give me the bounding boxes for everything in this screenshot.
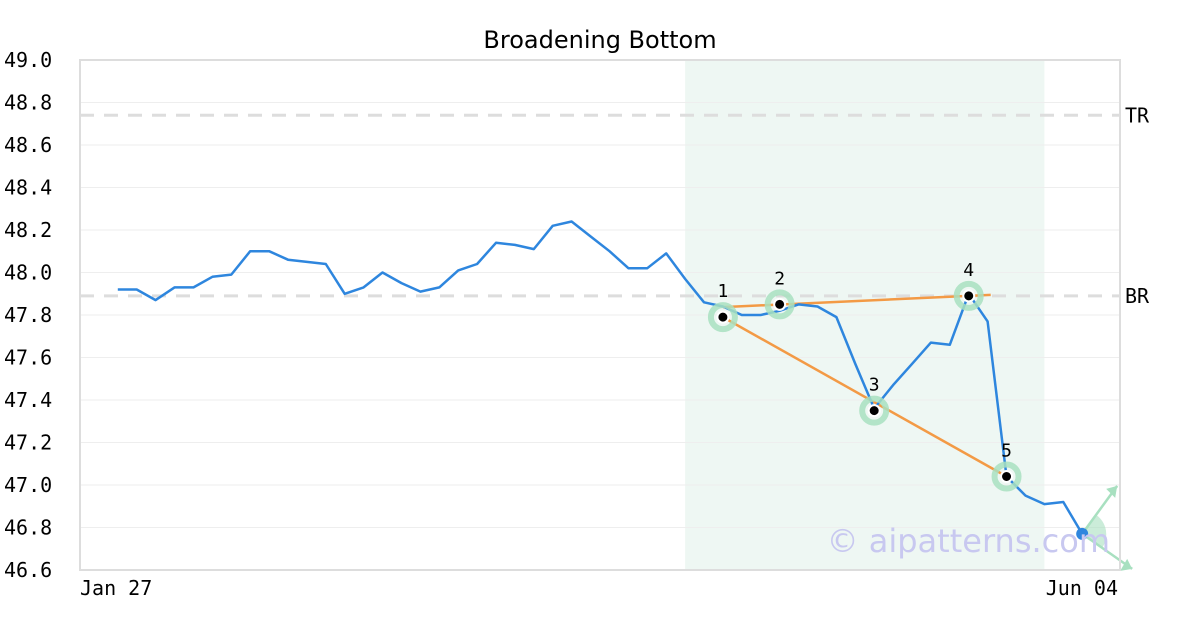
y-tick-label: 47.0 (4, 473, 52, 497)
pattern-point-label: 2 (774, 268, 785, 289)
y-tick-label: 46.6 (4, 558, 52, 582)
lower-trendline (722, 316, 1008, 478)
y-tick-label: 46.8 (4, 516, 52, 540)
pattern-point-halo (764, 289, 795, 320)
pattern-point-label: 3 (869, 375, 880, 396)
reference-line-label: TR (1125, 103, 1150, 127)
y-tick-label: 48.0 (4, 261, 52, 285)
y-tick-label: 48.2 (4, 218, 52, 242)
y-tick-label: 47.8 (4, 303, 52, 327)
pattern-point-halo (707, 302, 738, 333)
y-tick-label: 47.6 (4, 346, 52, 370)
x-tick-label: Jan 27 (80, 576, 152, 600)
pattern-point (716, 310, 730, 324)
y-tick-label: 48.6 (4, 133, 52, 157)
price-line (117, 220, 1084, 535)
y-tick-label: 49.0 (4, 48, 52, 72)
y-tick-label: 48.4 (4, 176, 52, 200)
pattern-point-halo (953, 280, 984, 311)
pattern-point (867, 404, 881, 418)
watermark: © aipatterns.com (827, 522, 1110, 560)
pattern-point-label: 4 (963, 260, 974, 281)
last-price-point (1076, 527, 1089, 540)
projection-cone (1082, 514, 1107, 548)
projection-down-arrow (1081, 532, 1133, 570)
chart-title: Broadening Bottom (483, 26, 716, 54)
pattern-point-halo (859, 395, 890, 426)
pattern-point (1000, 470, 1014, 483)
y-tick-label: 48.8 (4, 91, 52, 115)
y-tick-label: 47.2 (4, 431, 52, 455)
x-tick-label: Jun 04 (1046, 576, 1118, 600)
arrowhead-down (1120, 558, 1133, 571)
reference-line-label: BR (1125, 284, 1150, 308)
arrowhead-up (1106, 485, 1118, 498)
pattern-point-label: 5 (1001, 441, 1012, 462)
pattern-point (773, 297, 787, 311)
pattern-point (962, 289, 976, 303)
y-tick-label: 47.4 (4, 388, 52, 412)
pattern-point-label: 1 (717, 281, 728, 302)
plot-frame (79, 59, 1121, 571)
pattern-point-halo (991, 461, 1022, 492)
